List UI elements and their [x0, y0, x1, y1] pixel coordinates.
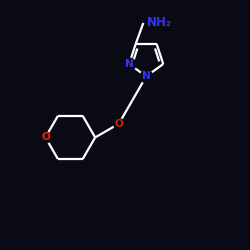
- Text: NH₂: NH₂: [147, 16, 172, 30]
- Text: N: N: [142, 72, 150, 82]
- Text: O: O: [41, 132, 50, 142]
- Text: O: O: [41, 132, 50, 142]
- Text: N: N: [125, 59, 134, 69]
- Text: O: O: [114, 119, 123, 129]
